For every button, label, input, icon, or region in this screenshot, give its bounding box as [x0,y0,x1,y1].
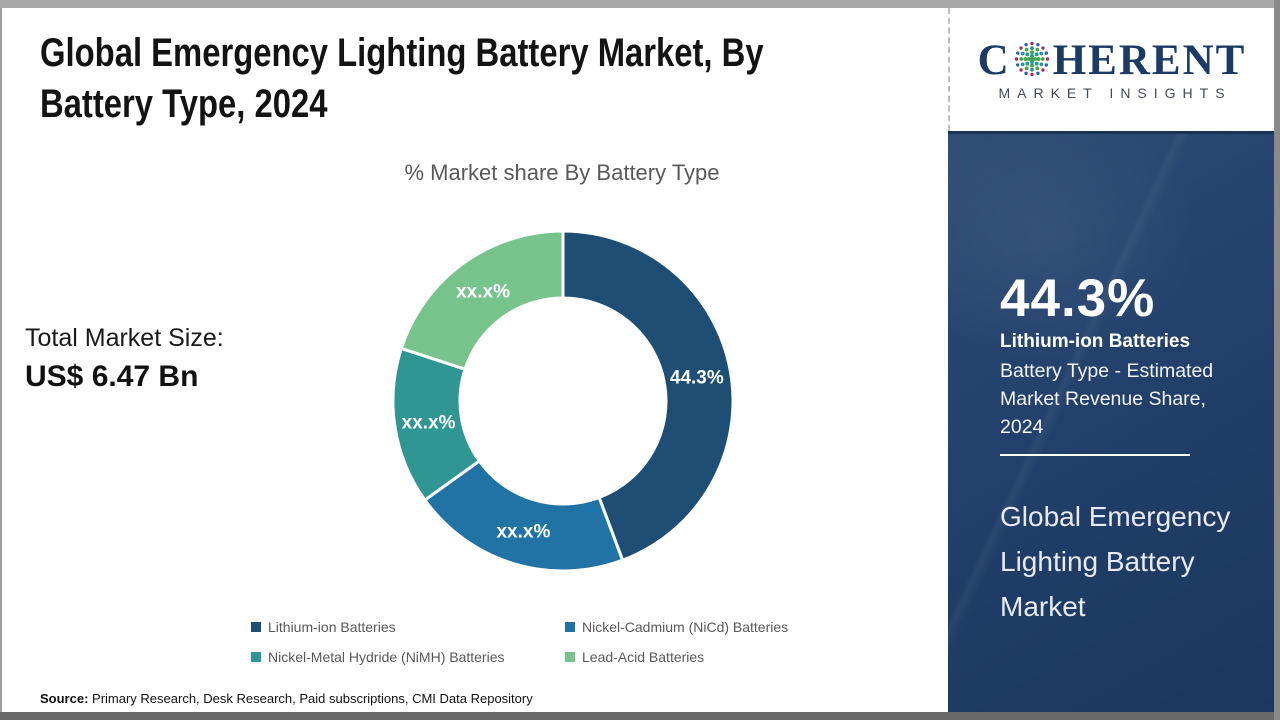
donut-segment [399,229,565,371]
source-text: Primary Research, Desk Research, Paid su… [88,691,533,706]
frame-top [0,0,1280,8]
source-label: Source: [40,691,89,706]
legend-label: Nickel-Cadmium (NiCd) Batteries [582,619,789,635]
chart-title: % Market share By Battery Type [404,160,720,185]
donut-chart: 44.3% xx.x% xx.x% xx.x% [383,221,743,581]
highlight-panel: 44.3% Lithium-ion Batteries Battery Type… [948,131,1274,712]
legend-label: Lithium-ion Batteries [268,619,396,635]
page-title: Global Emergency Lighting Battery Market… [40,31,764,126]
legend-item-nicd: Nickel-Cadmium (NiCd) Batteries [565,619,788,635]
source-line: Source: Primary Research, Desk Research,… [40,691,533,706]
legend-swatch [251,622,261,632]
globe-dots-icon [1014,41,1049,77]
donut-segment-label: xx.x% [456,281,510,302]
panel-market-name: Global Emergency Lighting Battery Market [1000,501,1231,622]
legend-label: Nickel-Metal Hydride (NiMH) Batteries [268,649,505,665]
total-market-value: US$ 6.47 Bn [25,360,199,393]
highlight-value: 44.3% [1000,269,1156,328]
brand-subtitle: MARKET INSIGHTS [998,84,1232,101]
brand-letters-rest: HERENT [1052,36,1247,84]
donut-segment-label: 44.3% [670,367,724,388]
brand-letter-c: C [977,36,1011,84]
donut-segment-label: xx.x% [496,522,550,543]
legend-item-nimh: Nickel-Metal Hydride (NiMH) Batteries [251,649,505,665]
legend-item-lithium-ion: Lithium-ion Batteries [251,619,396,635]
donut-segment [561,229,735,562]
donut-segment [423,459,625,573]
panel-divider-line [1000,454,1190,456]
frame-bottom [0,712,1280,720]
legend-swatch [251,652,261,662]
legend-swatch [565,652,575,662]
brand-wordmark: C HERENT [978,39,1247,82]
highlight-description: Battery Type - Estimated Market Revenue … [1000,360,1214,438]
donut-segment-label: xx.x% [402,412,456,433]
highlight-segment-name: Lithium-ion Batteries [1000,331,1191,352]
logo-divider-dashed-line [948,8,950,131]
legend-item-lead-acid: Lead-Acid Batteries [565,649,704,665]
legend-swatch [565,622,575,632]
frame-left [0,8,2,712]
brand-logo: C HERENT MARKET INSIGHTS [950,8,1274,131]
total-market-label: Total Market Size: [25,324,224,352]
donut-chart-svg: 44.3% xx.x% xx.x% xx.x% [391,229,735,573]
frame-right [1274,0,1280,720]
legend-label: Lead-Acid Batteries [582,649,705,665]
